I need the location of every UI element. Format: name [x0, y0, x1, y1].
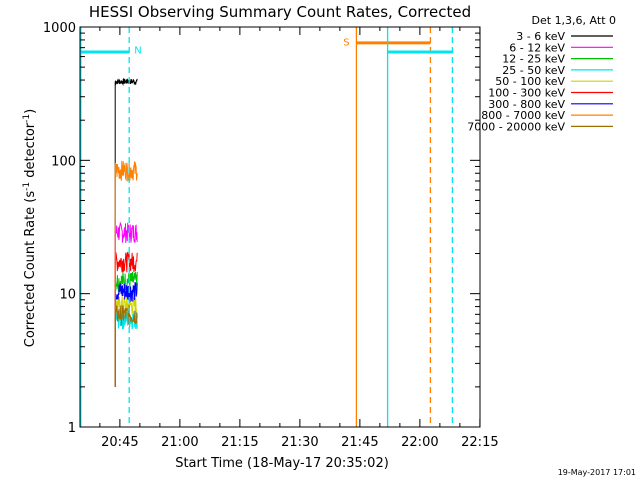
annotation-layer: NS: [80, 27, 454, 427]
x-tick-label: 22:00: [401, 435, 438, 450]
x-axis-label: Start Time (18-May-17 20:35:02): [175, 456, 389, 471]
legend-label: 300 - 800 keV: [488, 98, 565, 111]
series-line: [114, 304, 138, 387]
legend-label: 3 - 6 keV: [516, 30, 565, 43]
x-tick-label: 21:00: [161, 435, 198, 450]
y-axis-label: Corrected Count Rate (s-1 detector-1): [22, 109, 38, 347]
x-axis-ticks: 20:45 21:00 21:15 21:30 21:45 22:00 22:15: [99, 27, 499, 450]
plot-frame: [79, 26, 481, 428]
legend-header: Det 1,3,6, Att 0: [532, 14, 616, 27]
series-line: [114, 251, 138, 387]
series-layer: [114, 78, 138, 387]
annotation-label: S: [343, 37, 349, 48]
series-line: [114, 309, 138, 387]
legend-label: 12 - 25 keV: [502, 53, 565, 66]
legend-label: 6 - 12 keV: [509, 41, 565, 54]
x-tick-label: 21:45: [341, 435, 378, 450]
y-tick-label: 100: [51, 154, 76, 169]
series-line: [114, 78, 138, 387]
chart-title: HESSI Observing Summary Count Rates, Cor…: [89, 3, 471, 21]
annotation-label: N: [134, 45, 141, 56]
y-tick-label: 1: [68, 421, 76, 436]
legend-label: 800 - 7000 keV: [481, 109, 565, 122]
series-line: [114, 221, 138, 387]
series-line: [114, 282, 138, 387]
y-tick-label: 10: [59, 288, 76, 303]
footer-timestamp: 19-May-2017 17:01: [558, 468, 636, 477]
x-tick-label: 20:45: [101, 435, 138, 450]
y-tick-label: 1000: [43, 21, 76, 36]
legend-label: 7000 - 20000 keV: [467, 120, 565, 133]
x-tick-label: 21:15: [221, 435, 258, 450]
legend-label: 50 - 100 keV: [495, 75, 565, 88]
legend-label: 25 - 50 keV: [502, 64, 565, 77]
series-line: [114, 160, 138, 387]
x-tick-label: 22:15: [461, 435, 498, 450]
y-axis-ticks: 1 10 100 1000: [43, 21, 480, 436]
x-tick-label: 21:30: [281, 435, 318, 450]
legend-label: 100 - 300 keV: [488, 87, 565, 100]
